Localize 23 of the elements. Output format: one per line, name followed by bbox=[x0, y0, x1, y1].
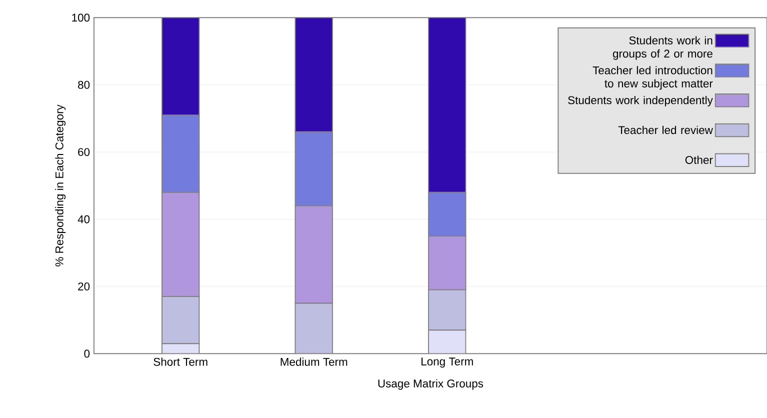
x-axis-title: Usage Matrix Groups bbox=[378, 379, 484, 390]
y-axis-title: % Responding in Each Category bbox=[55, 104, 66, 266]
bar bbox=[428, 289, 466, 330]
legend-label: Teacher led review bbox=[618, 126, 713, 134]
legend-label: Students work in groups of 2 or more bbox=[612, 36, 712, 60]
bar bbox=[294, 17, 333, 132]
bar bbox=[428, 17, 466, 193]
x-tick-label: Medium Term bbox=[280, 357, 348, 366]
bar bbox=[161, 17, 200, 116]
bar bbox=[294, 302, 333, 354]
bar bbox=[428, 329, 466, 354]
y-tick-label: 0 bbox=[84, 350, 90, 358]
legend-label: Teacher led introduction to new subject matter bbox=[592, 66, 713, 90]
y-tick-label: 60 bbox=[78, 148, 90, 156]
legend-label: Other bbox=[685, 156, 713, 164]
y-tick-label: 80 bbox=[78, 80, 90, 89]
x-tick-label: Short Term bbox=[154, 357, 208, 366]
x-tick-label: Long Term bbox=[422, 357, 473, 368]
bar bbox=[161, 296, 200, 344]
legend-label: Students work independently bbox=[568, 96, 713, 106]
y-tick-label: 40 bbox=[78, 215, 90, 224]
y-tick-label: 20 bbox=[78, 282, 90, 290]
y-tick-label: 100 bbox=[72, 14, 90, 22]
